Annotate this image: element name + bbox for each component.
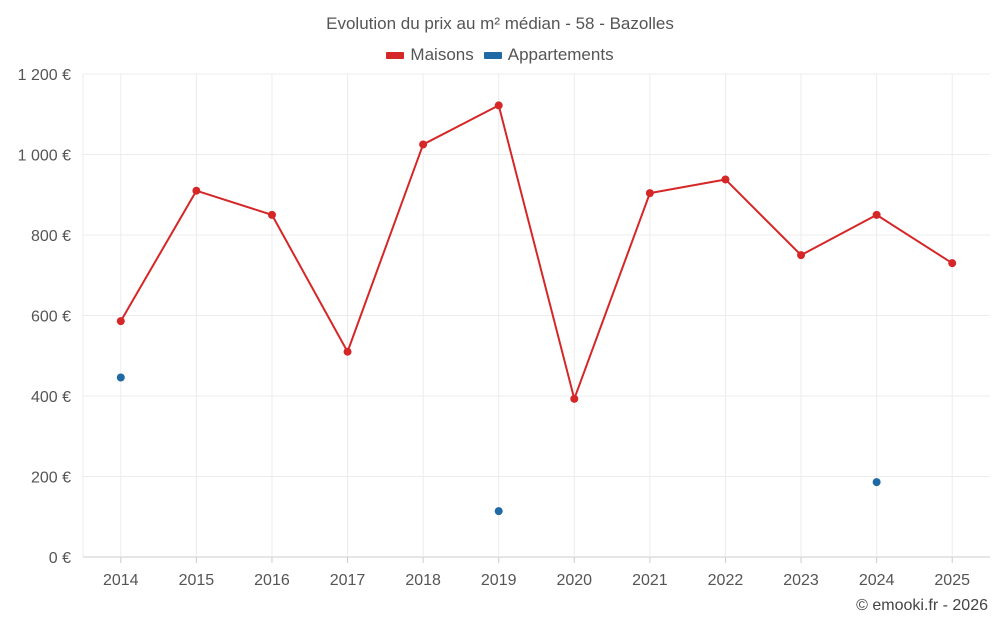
chart-title: Evolution du prix au m² médian - 58 - Ba… (326, 14, 674, 33)
y-tick-label: 400 € (31, 389, 71, 406)
data-point-appartements (116, 373, 125, 382)
y-tick-label: 600 € (31, 309, 71, 326)
data-point-maisons (570, 394, 579, 403)
x-tick-label: 2023 (783, 572, 819, 589)
x-tick-label: 2025 (934, 572, 970, 589)
x-tick-label: 2015 (179, 572, 215, 589)
legend-item-appartements[interactable]: Appartements (483, 45, 614, 65)
data-point-maisons (419, 140, 428, 149)
y-tick-label: 1 000 € (18, 148, 71, 165)
legend-item-maisons[interactable]: Maisons (386, 45, 474, 65)
legend: Maisons Appartements (0, 45, 1000, 65)
x-tick-label: 2017 (330, 572, 366, 589)
data-point-maisons (116, 317, 125, 326)
x-tick-label: 2014 (103, 572, 139, 589)
x-tick-label: 2020 (556, 572, 592, 589)
data-point-maisons (343, 347, 352, 356)
legend-label-maisons: Maisons (410, 45, 474, 64)
data-point-appartements (494, 507, 503, 516)
data-point-maisons (267, 210, 276, 219)
series-line-maisons (119, 104, 953, 400)
legend-swatch-appartements (483, 51, 502, 59)
y-tick-label: 1 200 € (18, 67, 71, 84)
legend-swatch-maisons (386, 51, 405, 59)
data-point-maisons (872, 210, 881, 219)
data-point-maisons (494, 101, 503, 110)
y-tick-label: 800 € (31, 228, 71, 245)
x-tick-label: 2018 (405, 572, 441, 589)
data-point-maisons (948, 259, 957, 268)
x-tick-label: 2021 (632, 572, 668, 589)
data-point-maisons (645, 189, 654, 198)
y-tick-label: 0 € (49, 550, 71, 567)
credit-text: © emooki.fr - 2026 (856, 597, 988, 614)
x-tick-label: 2024 (859, 572, 895, 589)
data-point-appartements (872, 478, 881, 487)
x-tick-label: 2022 (708, 572, 744, 589)
x-tick-label: 2019 (481, 572, 517, 589)
data-point-maisons (192, 186, 201, 195)
data-point-maisons (721, 175, 730, 184)
legend-label-appartements: Appartements (507, 45, 614, 64)
y-tick-label: 200 € (31, 470, 71, 487)
x-tick-label: 2016 (254, 572, 290, 589)
data-point-maisons (797, 251, 806, 260)
